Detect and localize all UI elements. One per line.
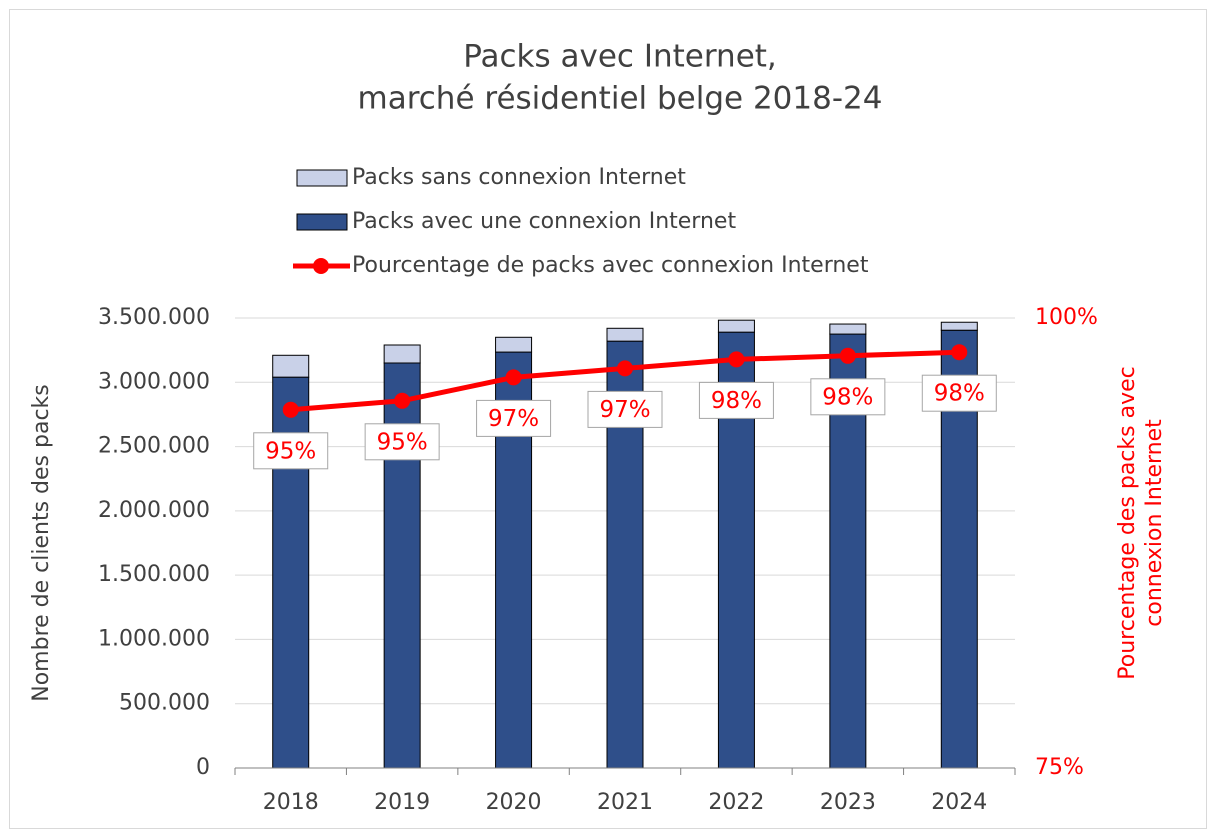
data-label: 98%	[822, 384, 873, 410]
y2-tick-label: 100%	[1035, 305, 1098, 330]
data-label-box	[476, 399, 552, 437]
line-point	[505, 369, 522, 386]
y-tick-label: 3.500.000	[98, 305, 210, 330]
bar-segment	[606, 327, 644, 342]
legend-swatch	[296, 169, 348, 187]
data-label-box	[921, 374, 997, 412]
data-label-box	[253, 432, 329, 470]
x-tick-label: 2020	[486, 790, 542, 815]
legend-label: Pourcentage de packs avec connexion Inte…	[352, 253, 869, 278]
bar-segment	[495, 336, 533, 353]
data-label-box	[364, 423, 440, 461]
data-label-box	[587, 390, 663, 428]
y-tick-label: 0	[196, 755, 210, 780]
y2-axis-title: Pourcentage des packs avec	[1115, 366, 1140, 679]
line-point	[394, 392, 411, 409]
y2-tick-label: 75%	[1035, 755, 1084, 780]
data-label: 98%	[934, 381, 985, 407]
data-label: 97%	[488, 406, 539, 432]
bar-segment	[829, 323, 867, 335]
data-label-box	[698, 381, 774, 419]
x-tick-label: 2021	[597, 790, 653, 815]
y-tick-label: 2.000.000	[98, 498, 210, 523]
line-point	[282, 401, 299, 418]
x-tick-label: 2019	[374, 790, 430, 815]
data-label-box	[810, 378, 886, 416]
data-label: 95%	[265, 438, 316, 464]
bar-segment	[383, 344, 421, 364]
line-point	[617, 360, 633, 377]
y-tick-label: 3.000.000	[98, 369, 210, 394]
x-tick-label: 2022	[708, 790, 764, 815]
x-tick-label: 2023	[820, 790, 876, 815]
bar-segment	[717, 319, 755, 333]
y-tick-label: 500.000	[119, 691, 210, 716]
bar-segment	[272, 354, 310, 378]
legend-swatch	[296, 213, 348, 231]
y-axis-title: Nombre de clients des packs	[29, 384, 54, 701]
y2-axis-title: connexion Internet	[1142, 419, 1167, 627]
legend-swatch	[313, 258, 329, 274]
line-point	[951, 344, 968, 361]
y-tick-label: 1.500.000	[98, 562, 210, 587]
data-label: 95%	[377, 429, 428, 455]
chart-title: marché résidentiel belge 2018-24	[358, 81, 883, 117]
line-point	[728, 351, 745, 368]
x-tick-label: 2018	[263, 790, 319, 815]
chart-title: Packs avec Internet,	[463, 39, 777, 75]
legend-label: Packs sans connexion Internet	[352, 165, 686, 190]
y-tick-label: 1.000.000	[98, 626, 210, 651]
legend-label: Packs avec une connexion Internet	[352, 209, 736, 234]
y-tick-label: 2.500.000	[98, 434, 210, 459]
data-label: 98%	[711, 388, 762, 414]
bar-segment	[940, 321, 978, 331]
x-tick-label: 2024	[931, 790, 987, 815]
data-label: 97%	[599, 397, 650, 423]
line-point	[839, 347, 856, 364]
